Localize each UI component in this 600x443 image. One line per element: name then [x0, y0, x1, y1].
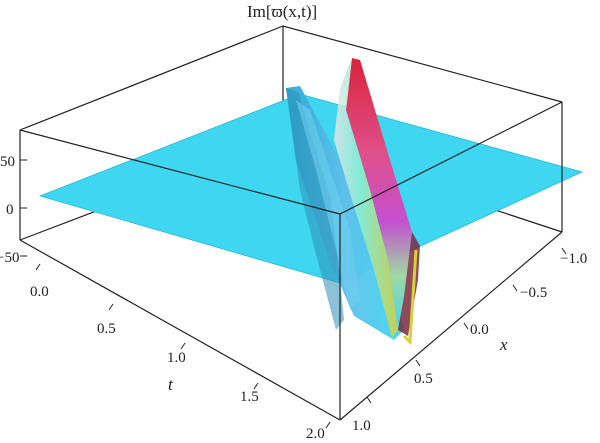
box-front-edges: [19, 101, 563, 421]
surface-trough: [286, 86, 404, 340]
x-tick-label: 0.0: [470, 322, 489, 338]
x-axis-label: x: [499, 335, 508, 354]
t-axis: [35, 263, 331, 429]
x-axis: [366, 247, 567, 404]
z-axis: [20, 159, 27, 257]
z-tick-label: −50: [0, 250, 19, 266]
x-tick-label: 0.5: [414, 371, 433, 387]
x-tick-label: −0.5: [520, 285, 547, 301]
z-tick-label: 50: [0, 154, 15, 170]
x-tick-label: 1.0: [352, 418, 371, 434]
t-tick-label: 0.0: [30, 284, 49, 300]
z-tick-label: 0: [6, 202, 14, 218]
t-tick-label: 2.0: [306, 426, 325, 442]
t-axis-label: t: [168, 375, 174, 394]
t-tick-label: 0.5: [97, 321, 116, 337]
t-tick-label: 1.5: [240, 389, 259, 405]
x-tick-label: −1.0: [560, 251, 587, 267]
t-tick-label: 1.0: [167, 350, 186, 366]
chart-title: Im[ϖ(x,t)]: [247, 2, 317, 21]
